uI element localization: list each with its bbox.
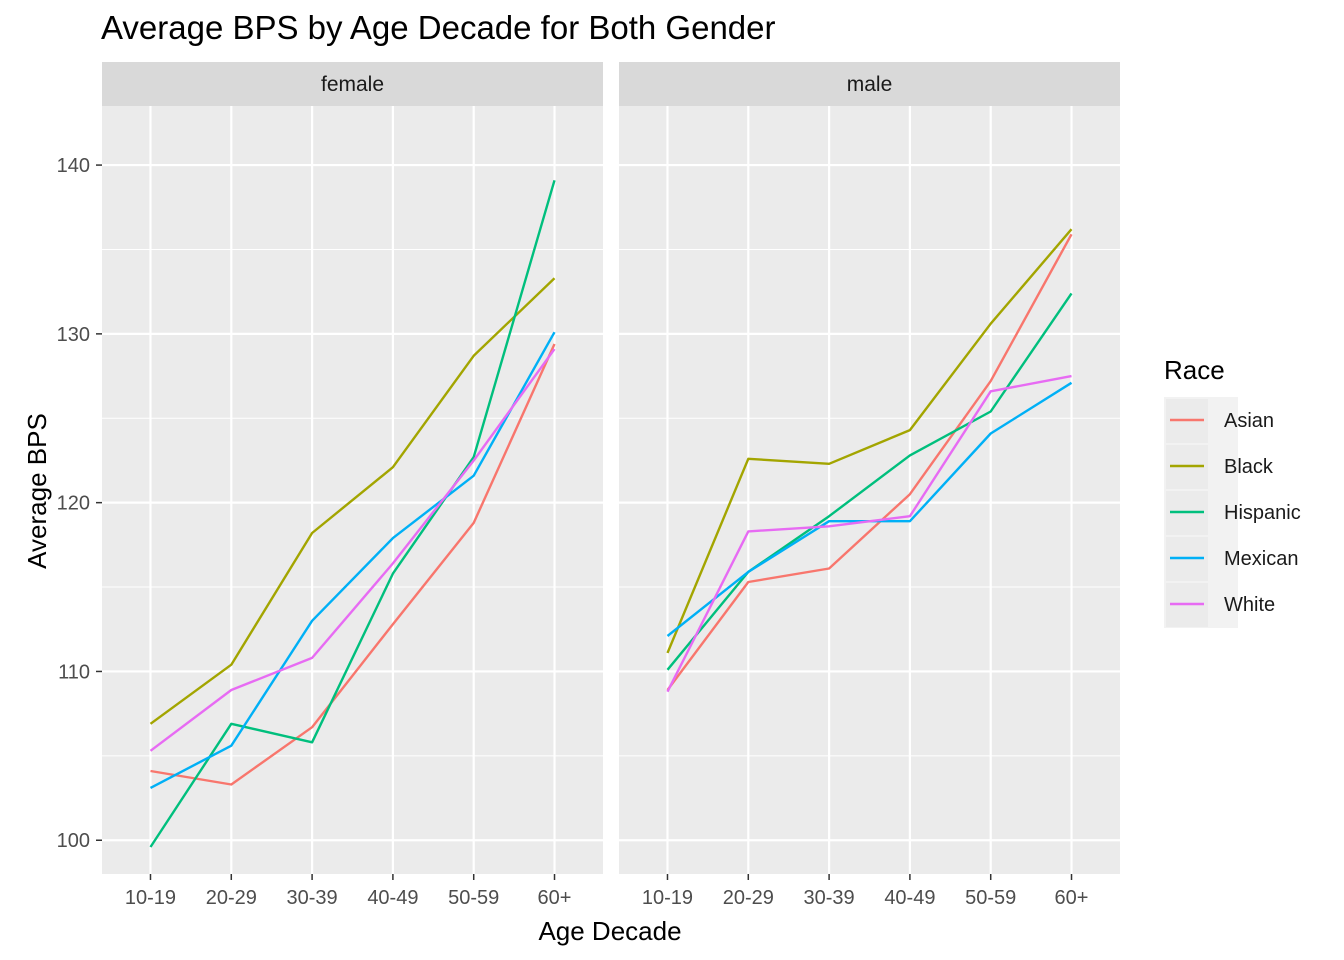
x-tick-label: 10-19 xyxy=(642,887,693,909)
series-line-black-male xyxy=(666,228,1073,654)
facet-strip-label: female xyxy=(321,73,384,96)
legend-label-mexican: Mexican xyxy=(1224,548,1298,570)
facet-panel-female: female 10-19 20-29 30-39 40-49 50-59 60+ xyxy=(102,62,603,909)
y-tick-label: 130 xyxy=(57,324,90,346)
facet-strip xyxy=(102,62,603,106)
series-line-hispanic-male xyxy=(666,292,1073,671)
legend-label-asian: Asian xyxy=(1224,410,1274,432)
legend-label-white: White xyxy=(1224,594,1275,616)
facet-panels: female 10-19 20-29 30-39 40-49 50-59 60+ male 10… xyxy=(57,62,1120,909)
y-tick-label: 100 xyxy=(57,830,90,852)
x-tick-label: 60+ xyxy=(1055,887,1089,909)
y-axis: 100 110 120 130 140 xyxy=(57,155,102,852)
y-tick-label: 140 xyxy=(57,155,90,177)
panel-background xyxy=(102,106,603,874)
series-line-mexican-female xyxy=(149,331,556,789)
x-tick-label: 50-59 xyxy=(965,887,1016,909)
legend-label-hispanic: Hispanic xyxy=(1224,502,1301,524)
x-tick-label: 20-29 xyxy=(206,887,257,909)
legend-title: Race xyxy=(1164,355,1225,385)
facet-panel-male: male 10-19 20-29 30-39 40-49 50-59 60+ xyxy=(619,62,1120,909)
facet-strip xyxy=(619,62,1120,106)
facet-strip-label: male xyxy=(847,73,893,96)
x-tick-label: 30-39 xyxy=(287,887,338,909)
series-line-asian-male xyxy=(666,233,1073,691)
series-line-white-male xyxy=(666,374,1072,693)
x-tick-label: 30-39 xyxy=(804,887,855,909)
legend: Race Asian Black Hispanic Mexican White xyxy=(1164,355,1301,628)
x-tick-label: 50-59 xyxy=(448,887,499,909)
legend-label-black: Black xyxy=(1224,456,1274,478)
y-axis-title: Average BPS xyxy=(22,413,52,569)
x-tick-label: 10-19 xyxy=(125,887,176,909)
x-tick-label: 60+ xyxy=(538,887,572,909)
x-tick-label: 40-49 xyxy=(884,887,935,909)
y-tick-label: 110 xyxy=(58,661,90,683)
x-axis-title: Age Decade xyxy=(538,916,681,946)
series-line-white-female xyxy=(149,348,556,752)
x-tick-label: 40-49 xyxy=(367,887,418,909)
series-line-black-female xyxy=(149,277,556,725)
x-tick-label: 20-29 xyxy=(723,887,774,909)
chart-title: Average BPS by Age Decade for Both Gende… xyxy=(101,9,776,46)
series-line-hispanic-female xyxy=(149,179,556,848)
panel-background xyxy=(619,106,1120,874)
y-tick-label: 120 xyxy=(57,493,90,515)
series-line-asian-female xyxy=(150,343,556,786)
